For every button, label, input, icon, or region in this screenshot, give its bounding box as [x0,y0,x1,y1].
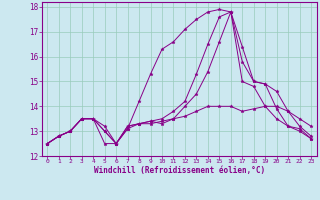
X-axis label: Windchill (Refroidissement éolien,°C): Windchill (Refroidissement éolien,°C) [94,166,265,175]
